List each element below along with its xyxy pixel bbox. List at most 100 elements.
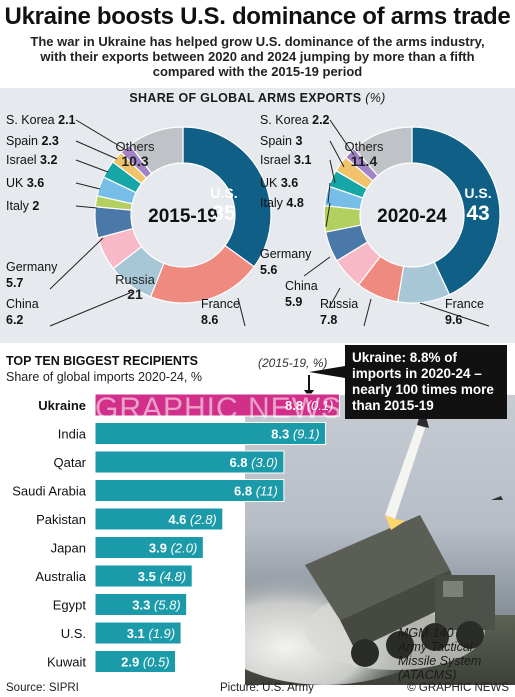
slice-label: Italy 2 xyxy=(6,199,39,213)
slice-value: 3.1 xyxy=(294,153,311,167)
slice-label: Germany xyxy=(6,260,58,274)
bar-category-label: Kuwait xyxy=(47,655,86,670)
ukraine-callout: Ukraine: 8.8% of imports in 2020-24 – ne… xyxy=(345,345,507,419)
bar-value-label: 8.8 (0.1) xyxy=(285,398,333,413)
slice-value: 10.3 xyxy=(121,153,148,169)
slice-label: Israel 3.1 xyxy=(260,153,311,167)
bar-prev-value: (1.9) xyxy=(148,626,175,641)
leader-line xyxy=(75,119,127,151)
slice-label-name: S. Korea xyxy=(260,113,312,127)
source-credit: Source: SIPRI xyxy=(6,682,79,694)
slice-label: U.S. xyxy=(210,185,237,201)
callout-arrow xyxy=(308,375,310,391)
slice-label-name: Italy xyxy=(6,199,32,213)
leader-line xyxy=(419,302,490,327)
bar-value: 3.5 xyxy=(138,569,160,584)
bar xyxy=(94,621,182,645)
slice-value: 5.6 xyxy=(260,263,277,277)
slice-label-name: UK xyxy=(6,176,27,190)
bar-prev-value: (5.8) xyxy=(154,598,181,613)
bar-category-label: Pakistan xyxy=(36,512,86,527)
slice-value: 3.6 xyxy=(281,176,298,190)
bar-row-japan: Japan 3.9 (2.0) xyxy=(51,536,204,559)
standfirst: The war in Ukraine has helped grow U.S. … xyxy=(30,34,485,79)
bar-value-label: 3.5 (4.8) xyxy=(138,569,186,584)
slice-label-name: Spain xyxy=(6,134,41,148)
leader-line xyxy=(303,256,331,277)
slice-label-name: Spain xyxy=(260,134,295,148)
slice-label-name: UK xyxy=(260,176,281,190)
leader-line xyxy=(49,291,133,327)
photo-caption-line: Missile System xyxy=(398,654,482,668)
bar-value-label: 2.9 (0.5) xyxy=(121,655,169,670)
top-recipients-bar-chart: Ukraine 8.8 (0.1) India 8.3 (9.1) Qatar 6.8 (… xyxy=(12,393,340,673)
bar-prev-value: (4.8) xyxy=(159,569,186,584)
slice-label: Spain 2.3 xyxy=(6,134,59,148)
slice-label: UK 3.6 xyxy=(260,176,298,190)
leader-line xyxy=(75,140,118,160)
photo-caption: MGM-140 Army Tactical Missile System (AT… xyxy=(398,626,481,682)
bar-value: 8.3 xyxy=(271,427,293,442)
slice-label-name: S. Korea xyxy=(6,113,58,127)
slice-value: 3.2 xyxy=(40,153,57,167)
bar-category-label: Ukraine xyxy=(38,398,86,413)
donut-center-label: 2020-24 xyxy=(377,206,447,227)
leader-line xyxy=(329,119,355,156)
slice-label: France xyxy=(445,297,484,311)
slice-label: Others xyxy=(115,139,155,154)
bar-row-india: India 8.3 (9.1) xyxy=(58,422,327,445)
slice-value: 5.7 xyxy=(6,276,23,290)
bar-value: 3.9 xyxy=(149,541,171,556)
bar xyxy=(94,450,285,474)
slice-value: 8.6 xyxy=(201,313,218,327)
photo-caption-line: Army Tactical xyxy=(398,640,473,654)
leader-line xyxy=(328,287,341,309)
bar-category-label: Japan xyxy=(51,541,86,556)
bar-row-ukraine: Ukraine 8.8 (0.1) xyxy=(38,393,340,417)
slice-value: 9.6 xyxy=(445,313,462,327)
bar xyxy=(94,650,177,673)
callout-pointer xyxy=(309,366,345,378)
slice-value: 43 xyxy=(466,202,489,225)
bar-value-label: 8.3 (9.1) xyxy=(271,427,319,442)
leader-line xyxy=(75,159,109,173)
leader-line xyxy=(75,205,98,209)
bar xyxy=(94,393,340,417)
bar xyxy=(94,479,285,502)
leader-line xyxy=(327,182,331,204)
slice-value: 7.8 xyxy=(320,313,337,327)
bar-row-egypt: Egypt 3.3 (5.8) xyxy=(53,593,188,616)
bar-row-saudi-arabia: Saudi Arabia 6.8 (11) xyxy=(12,479,285,502)
bar-row-kuwait: Kuwait 2.9 (0.5) xyxy=(47,650,177,673)
bar-value-label: 3.1 (1.9) xyxy=(127,626,175,641)
slice-u-s xyxy=(411,126,501,296)
bar xyxy=(94,593,188,616)
bar-category-label: Saudi Arabia xyxy=(12,484,86,499)
bar-category-label: Qatar xyxy=(53,455,86,470)
leader-line xyxy=(75,182,101,190)
slice-label-name: Israel xyxy=(260,153,294,167)
leader-line xyxy=(363,298,372,327)
slice-label-name: Israel xyxy=(6,153,40,167)
donut-center-label: 2015-19 xyxy=(148,206,218,227)
bar-section-subtitle: Share of global imports 2020-24, % xyxy=(6,370,202,384)
leader-line xyxy=(49,237,104,290)
slice-others xyxy=(353,126,413,177)
slice-u-s xyxy=(182,126,272,268)
photo-caption-line: (ATACMS) xyxy=(398,668,457,682)
donut-2020-24: 2020-24 U.S.43 France 9.6 Russia 7.8 China 5.9 G… xyxy=(260,113,501,327)
copyright: © GRAPHIC NEWS xyxy=(407,682,509,694)
bar-value: 6.8 xyxy=(229,455,251,470)
bar-value: 6.8 xyxy=(234,484,256,499)
export-share-donut-charts: 2015-19U.S.35Russia21France8.6China6.2Ge… xyxy=(6,113,501,327)
slice-value: 2.2 xyxy=(312,113,329,127)
bar-section-title: TOP TEN BIGGEST RECIPIENTS xyxy=(6,354,198,368)
bar-row-australia: Australia 3.5 (4.8) xyxy=(35,564,193,588)
slice-label: S. Korea 2.2 xyxy=(260,113,330,127)
bar-value-label: 6.8 (3.0) xyxy=(229,455,277,470)
slice-label: China xyxy=(285,279,318,293)
slice-label: Russia xyxy=(115,272,156,287)
slice-label: S. Korea 2.1 xyxy=(6,113,76,127)
leader-line xyxy=(329,140,345,168)
